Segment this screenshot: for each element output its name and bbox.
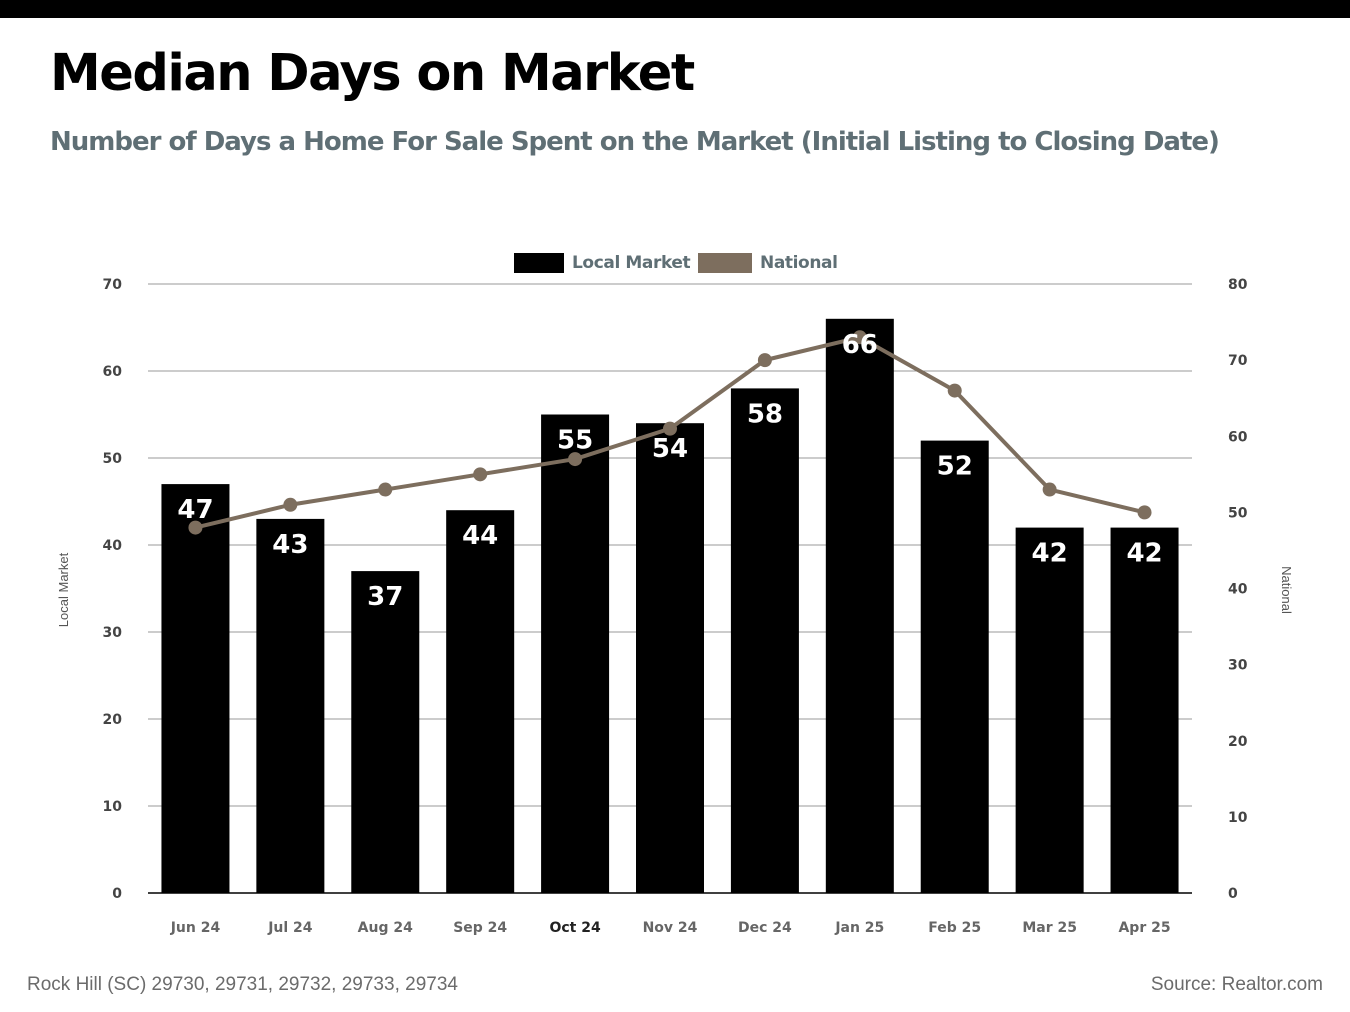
y-right-tick-label: 50	[1228, 505, 1248, 521]
chart-subtitle: Number of Days a Home For Sale Spent on …	[50, 127, 1220, 157]
legend-item-local: Local Market	[514, 250, 691, 276]
y-left-tick-label: 70	[103, 277, 123, 293]
bar-local-market	[351, 571, 420, 893]
y-right-tick-label: 20	[1228, 734, 1248, 750]
bar-data-label: 47	[177, 495, 213, 525]
bar-local-market	[1015, 527, 1084, 893]
x-tick-label: Aug 24	[358, 920, 413, 936]
y-left-tick-label: 50	[103, 451, 123, 467]
x-tick-label: Jun 24	[170, 920, 221, 936]
point-national	[1042, 482, 1057, 497]
bar-data-label: 44	[462, 521, 498, 551]
bar-local-market	[161, 484, 230, 893]
y-left-tick-label: 30	[103, 625, 123, 641]
bar-local-market	[920, 440, 989, 893]
bar-local-market	[256, 518, 325, 893]
y-right-tick-label: 60	[1228, 429, 1248, 445]
legend-swatch-national	[698, 253, 752, 273]
bar-data-label: 66	[842, 330, 878, 360]
bar-data-label: 58	[747, 399, 783, 429]
bar-data-label: 42	[1032, 539, 1068, 569]
x-tick-label: Dec 24	[738, 920, 792, 936]
bar-data-label: 37	[367, 582, 403, 612]
point-national	[568, 452, 583, 467]
point-national	[1137, 505, 1152, 520]
x-tick-label: Apr 25	[1118, 920, 1170, 936]
point-national	[757, 353, 772, 368]
legend-item-national: National	[698, 250, 838, 276]
y-right-tick-label: 30	[1228, 658, 1248, 674]
point-national	[852, 330, 867, 345]
y-right-tick-label: 0	[1228, 886, 1238, 902]
y-right-axis-title: National	[1279, 566, 1294, 614]
chart-title: Median Days on Market	[50, 44, 695, 103]
bar-data-label: 42	[1126, 539, 1162, 569]
point-national	[663, 421, 677, 436]
y-left-axis-title: Local Market	[56, 552, 71, 627]
y-left-tick-label: 20	[103, 712, 123, 728]
point-national	[283, 497, 298, 512]
x-tick-label: Feb 25	[928, 920, 981, 936]
x-tick-label: Sep 24	[453, 920, 507, 936]
bar-local-market	[446, 510, 515, 893]
footer-location: Rock Hill (SC) 29730, 29731, 29732, 2973…	[27, 974, 458, 995]
bar-local-market	[1110, 527, 1179, 893]
point-national	[947, 383, 962, 398]
bar-data-label: 52	[937, 452, 973, 482]
footer-source: Source: Realtor.com	[1150, 974, 1323, 995]
bar-local-market	[825, 318, 894, 893]
top-bar	[0, 0, 1350, 18]
point-national	[188, 520, 203, 535]
bar-data-label: 55	[557, 426, 593, 456]
legend-label-national: National	[760, 253, 838, 273]
bar-local-market	[730, 388, 799, 893]
y-left-tick-label: 10	[103, 799, 123, 815]
x-tick-label: Oct 24	[549, 920, 601, 936]
y-right-tick-label: 80	[1228, 277, 1248, 293]
y-right-tick-label: 10	[1228, 810, 1248, 826]
x-tick-label: Jul 24	[267, 920, 313, 936]
bar-data-label: 54	[652, 434, 688, 464]
y-left-tick-label: 40	[103, 538, 123, 554]
bar-data-label: 43	[272, 530, 308, 560]
y-right-tick-label: 40	[1228, 582, 1248, 598]
y-right-tick-label: 70	[1228, 353, 1248, 369]
legend-label-local: Local Market	[572, 253, 691, 273]
x-tick-label: Mar 25	[1022, 920, 1077, 936]
x-tick-label: Jan 25	[834, 920, 884, 936]
legend-swatch-local	[514, 253, 564, 273]
bar-local-market	[636, 423, 704, 893]
y-left-tick-label: 0	[112, 886, 122, 902]
x-tick-label: Nov 24	[643, 920, 698, 936]
y-left-tick-label: 60	[103, 364, 123, 380]
bar-local-market	[541, 414, 610, 893]
point-national	[378, 482, 393, 497]
point-national	[473, 467, 488, 482]
legend: Local Market National	[0, 250, 1350, 276]
